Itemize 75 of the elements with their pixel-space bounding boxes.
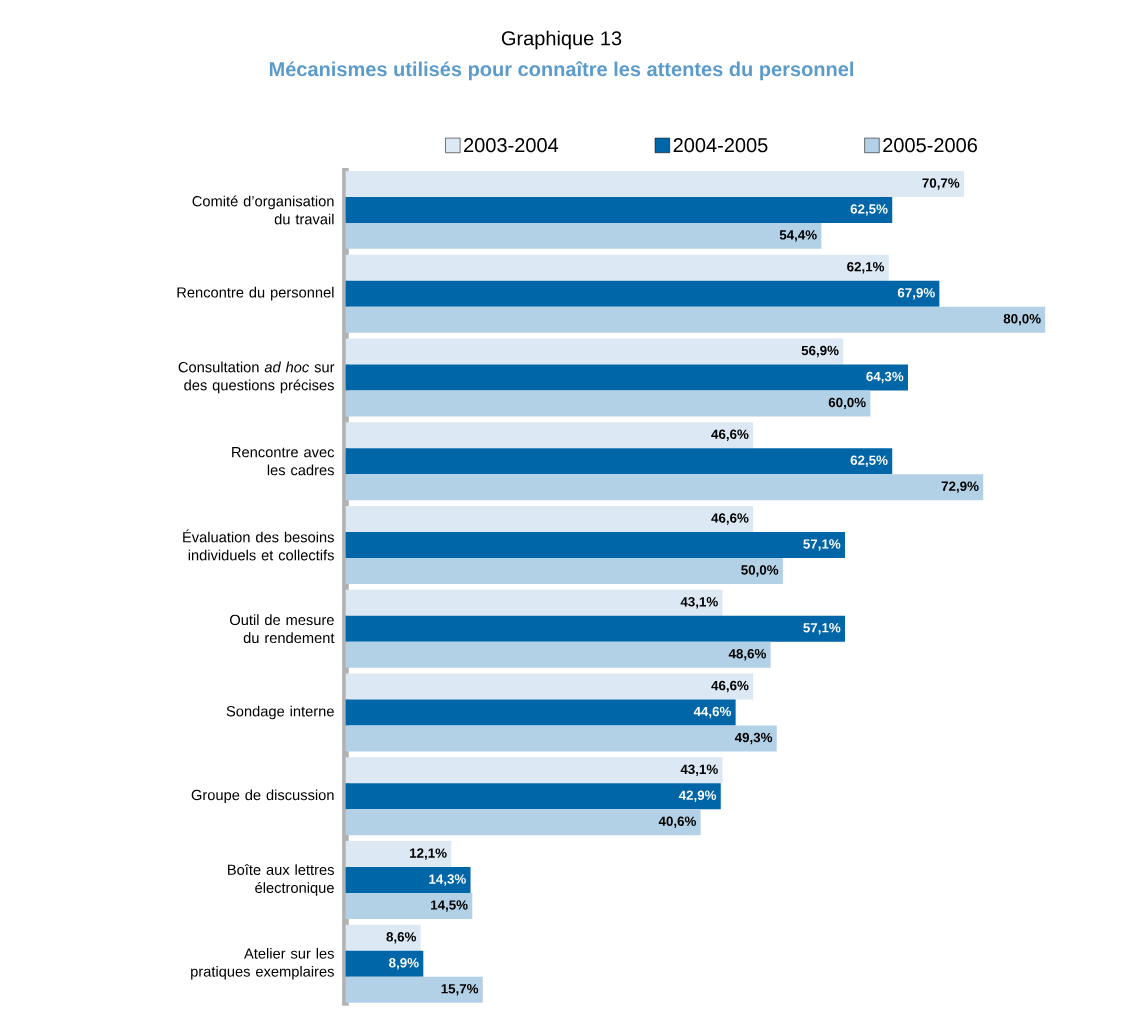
bar	[345, 364, 908, 391]
y-tick-label: Sondage interne	[226, 705, 334, 720]
bar	[345, 924, 421, 951]
bar	[345, 558, 783, 585]
y-tick-label: Évaluation des besoins individuels et collectifs	[183, 529, 334, 561]
bar	[345, 390, 871, 417]
bar	[345, 867, 471, 894]
data-label: 40,6%	[658, 816, 697, 829]
data-label: 43,1%	[680, 597, 718, 609]
bar	[345, 474, 984, 501]
bar	[345, 809, 701, 836]
bar	[345, 950, 424, 977]
bar	[345, 757, 723, 784]
y-tick-label: Boîte aux lettres électronique	[228, 864, 334, 897]
bar	[345, 532, 845, 559]
bar	[345, 615, 845, 642]
data-label: 44,6%	[693, 706, 731, 719]
data-label: 54,4%	[779, 230, 817, 242]
y-tick-label: Rencontre du personnel	[177, 287, 334, 301]
bar	[345, 841, 452, 868]
bar	[345, 197, 893, 224]
bar	[345, 254, 889, 281]
data-label: 42,9%	[678, 790, 717, 803]
data-label: 67,9%	[897, 288, 935, 300]
y-tick-label: Comité d’organisation du travail	[192, 195, 334, 225]
data-label: 15,7%	[441, 984, 479, 996]
data-label: 12,1%	[410, 848, 447, 860]
data-label: 49,3%	[734, 732, 773, 745]
bar	[345, 280, 940, 307]
bar	[345, 699, 736, 726]
data-label: 80,0%	[1003, 314, 1041, 326]
data-label: 60,0%	[828, 397, 866, 410]
data-label: 46,6%	[711, 681, 749, 693]
data-label: 64,3%	[866, 371, 904, 384]
data-label: 62,5%	[850, 204, 888, 216]
data-label: 62,5%	[850, 455, 888, 468]
y-tick-label: Outil de mesure du rendement	[230, 614, 335, 644]
legend-label: 2003-2004	[464, 138, 559, 153]
data-label: 50,0%	[741, 565, 779, 577]
data-label: 70,7%	[922, 178, 960, 190]
data-label: 48,6%	[728, 649, 766, 661]
bar	[345, 783, 721, 810]
chart-subtitle: Mécanismes utilisés pour connaître les attentes du personnel	[269, 61, 854, 81]
chart-title: Graphique 13	[501, 30, 622, 50]
bar	[345, 422, 754, 449]
data-label: 8,9%	[389, 958, 419, 970]
data-label: 14,3%	[429, 874, 466, 886]
data-label: 8,6%	[386, 932, 417, 944]
data-label: 46,6%	[711, 429, 749, 442]
bar	[345, 589, 723, 616]
bar	[345, 171, 964, 198]
y-tick-label: Consultation ad hoc sur des questions précises	[178, 361, 335, 394]
legend-label: 2005-2006	[883, 138, 977, 153]
bar	[345, 673, 754, 700]
data-label: 57,1%	[803, 623, 841, 635]
bar	[345, 725, 777, 752]
data-label: 62,1%	[847, 262, 885, 274]
bar	[345, 641, 771, 668]
bar	[345, 338, 844, 365]
bar	[345, 223, 822, 250]
legend-label: 2004-2005	[673, 138, 768, 153]
data-label: 57,1%	[803, 539, 841, 551]
data-label: 56,9%	[801, 345, 839, 358]
bar	[345, 976, 483, 1003]
y-tick-label: Groupe de discussion	[191, 789, 334, 804]
bar	[345, 448, 893, 475]
y-tick-label: Atelier sur les pratiques exemplaires	[191, 948, 334, 980]
data-label: 46,6%	[711, 513, 749, 525]
data-label: 43,1%	[680, 764, 718, 777]
bar	[345, 306, 1046, 333]
y-tick-label: Rencontre avec les cadres	[232, 447, 335, 476]
bar	[345, 893, 473, 920]
data-label: 14,5%	[431, 900, 468, 912]
data-label: 72,9%	[941, 481, 979, 494]
bar	[345, 506, 754, 533]
